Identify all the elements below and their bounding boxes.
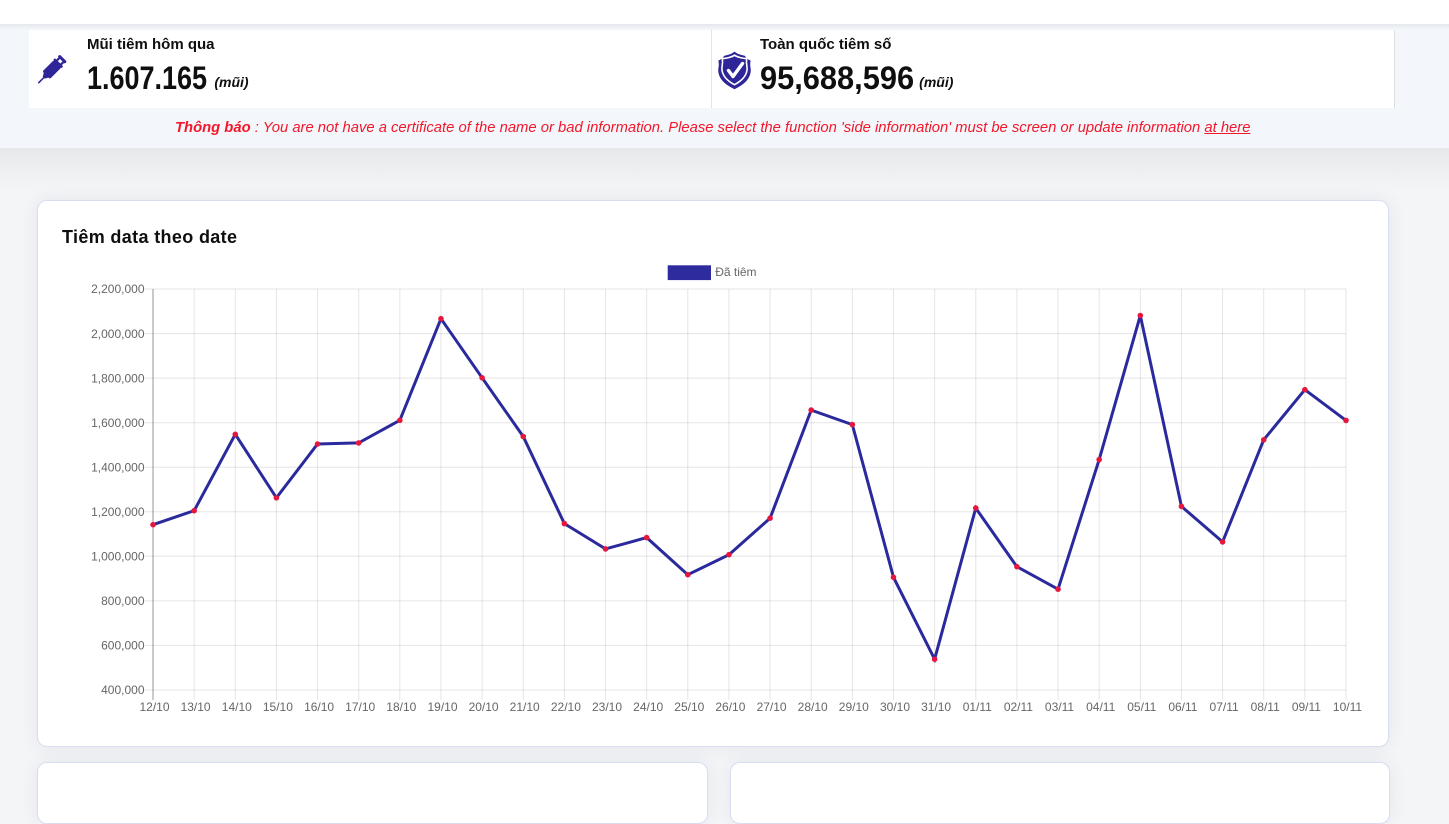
svg-text:1,800,000: 1,800,000 (91, 371, 145, 385)
svg-text:23/10: 23/10 (591, 700, 621, 714)
svg-text:04/11: 04/11 (1086, 700, 1115, 714)
svg-text:1,600,000: 1,600,000 (91, 416, 145, 430)
svg-text:29/10: 29/10 (838, 700, 868, 714)
svg-text:20/10: 20/10 (468, 700, 498, 714)
svg-text:17/10: 17/10 (345, 700, 375, 714)
svg-text:01/11: 01/11 (962, 700, 991, 714)
svg-text:06/11: 06/11 (1168, 700, 1197, 714)
svg-text:12/10: 12/10 (139, 700, 169, 714)
svg-text:22/10: 22/10 (550, 700, 580, 714)
svg-text:13/10: 13/10 (180, 700, 210, 714)
svg-text:31/10: 31/10 (921, 700, 951, 714)
svg-text:10/11: 10/11 (1332, 700, 1361, 714)
svg-text:26/10: 26/10 (715, 700, 745, 714)
svg-text:1,400,000: 1,400,000 (91, 460, 145, 474)
svg-text:400,000: 400,000 (101, 683, 145, 697)
svg-text:16/10: 16/10 (304, 700, 334, 714)
svg-text:Đã tiêm: Đã tiêm (715, 265, 756, 279)
svg-text:28/10: 28/10 (797, 700, 827, 714)
svg-text:600,000: 600,000 (101, 639, 145, 653)
svg-text:08/11: 08/11 (1250, 700, 1279, 714)
svg-text:30/10: 30/10 (879, 700, 909, 714)
svg-text:09/11: 09/11 (1291, 700, 1320, 714)
svg-text:25/10: 25/10 (674, 700, 704, 714)
svg-text:05/11: 05/11 (1127, 700, 1156, 714)
svg-text:800,000: 800,000 (101, 594, 145, 608)
svg-text:1,200,000: 1,200,000 (91, 505, 145, 519)
svg-text:02/11: 02/11 (1003, 700, 1032, 714)
svg-text:21/10: 21/10 (509, 700, 539, 714)
svg-text:14/10: 14/10 (221, 700, 251, 714)
svg-text:15/10: 15/10 (262, 700, 292, 714)
svg-text:27/10: 27/10 (756, 700, 786, 714)
svg-text:03/11: 03/11 (1044, 700, 1073, 714)
svg-text:19/10: 19/10 (427, 700, 457, 714)
svg-text:07/11: 07/11 (1209, 700, 1238, 714)
svg-text:2,200,000: 2,200,000 (91, 282, 145, 296)
svg-text:24/10: 24/10 (633, 700, 663, 714)
svg-text:18/10: 18/10 (386, 700, 416, 714)
svg-text:1,000,000: 1,000,000 (91, 550, 145, 564)
svg-text:2,000,000: 2,000,000 (91, 327, 145, 341)
